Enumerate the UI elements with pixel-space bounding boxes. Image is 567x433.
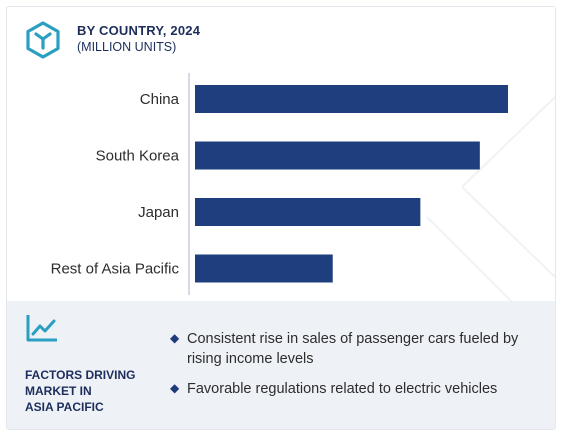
bar-rest-of-asia-pacific <box>195 254 333 283</box>
chart-subtitle: (MILLION UNITS) <box>77 40 177 54</box>
factors-title-line: MARKET IN <box>25 384 92 398</box>
bar-chart: China South Korea Japan Rest of Asia Pacifi… <box>51 73 508 295</box>
factors-title: FACTORS DRIVING MARKET IN ASIA PACIFIC <box>25 367 165 415</box>
category-label: Rest of Asia Pacific <box>51 261 180 278</box>
trend-line-chart-icon <box>26 315 57 342</box>
factor-text: Favorable regulations related to electri… <box>187 381 498 397</box>
factor-text: Consistent rise in sales of passenger ca… <box>187 331 519 367</box>
diamond-bullet-icon: ◆ <box>170 381 180 395</box>
hexagon-cube-icon <box>26 21 60 59</box>
bar-japan <box>195 198 421 226</box>
background-decoration <box>426 96 555 308</box>
factor-item: ◆ Favorable regulations related to elect… <box>167 379 552 399</box>
category-label: South Korea <box>96 148 180 165</box>
category-label: China <box>140 91 180 108</box>
chart-title: BY COUNTRY, 2024 <box>77 23 201 38</box>
bar-south-korea <box>195 141 480 170</box>
factor-item: ◆ Consistent rise in sales of passenger … <box>167 329 552 369</box>
factors-title-line: FACTORS DRIVING <box>25 368 136 382</box>
factors-list: ◆ Consistent rise in sales of passenger … <box>167 329 552 409</box>
infographic-card: BY COUNTRY, 2024 (MILLION UNITS) China So… <box>6 6 556 430</box>
diamond-bullet-icon: ◆ <box>170 331 180 345</box>
category-label: Japan <box>138 204 179 221</box>
factors-panel: FACTORS DRIVING MARKET IN ASIA PACIFIC ◆… <box>7 301 555 429</box>
bar-china <box>195 85 508 113</box>
factors-title-line: ASIA PACIFIC <box>25 400 104 414</box>
